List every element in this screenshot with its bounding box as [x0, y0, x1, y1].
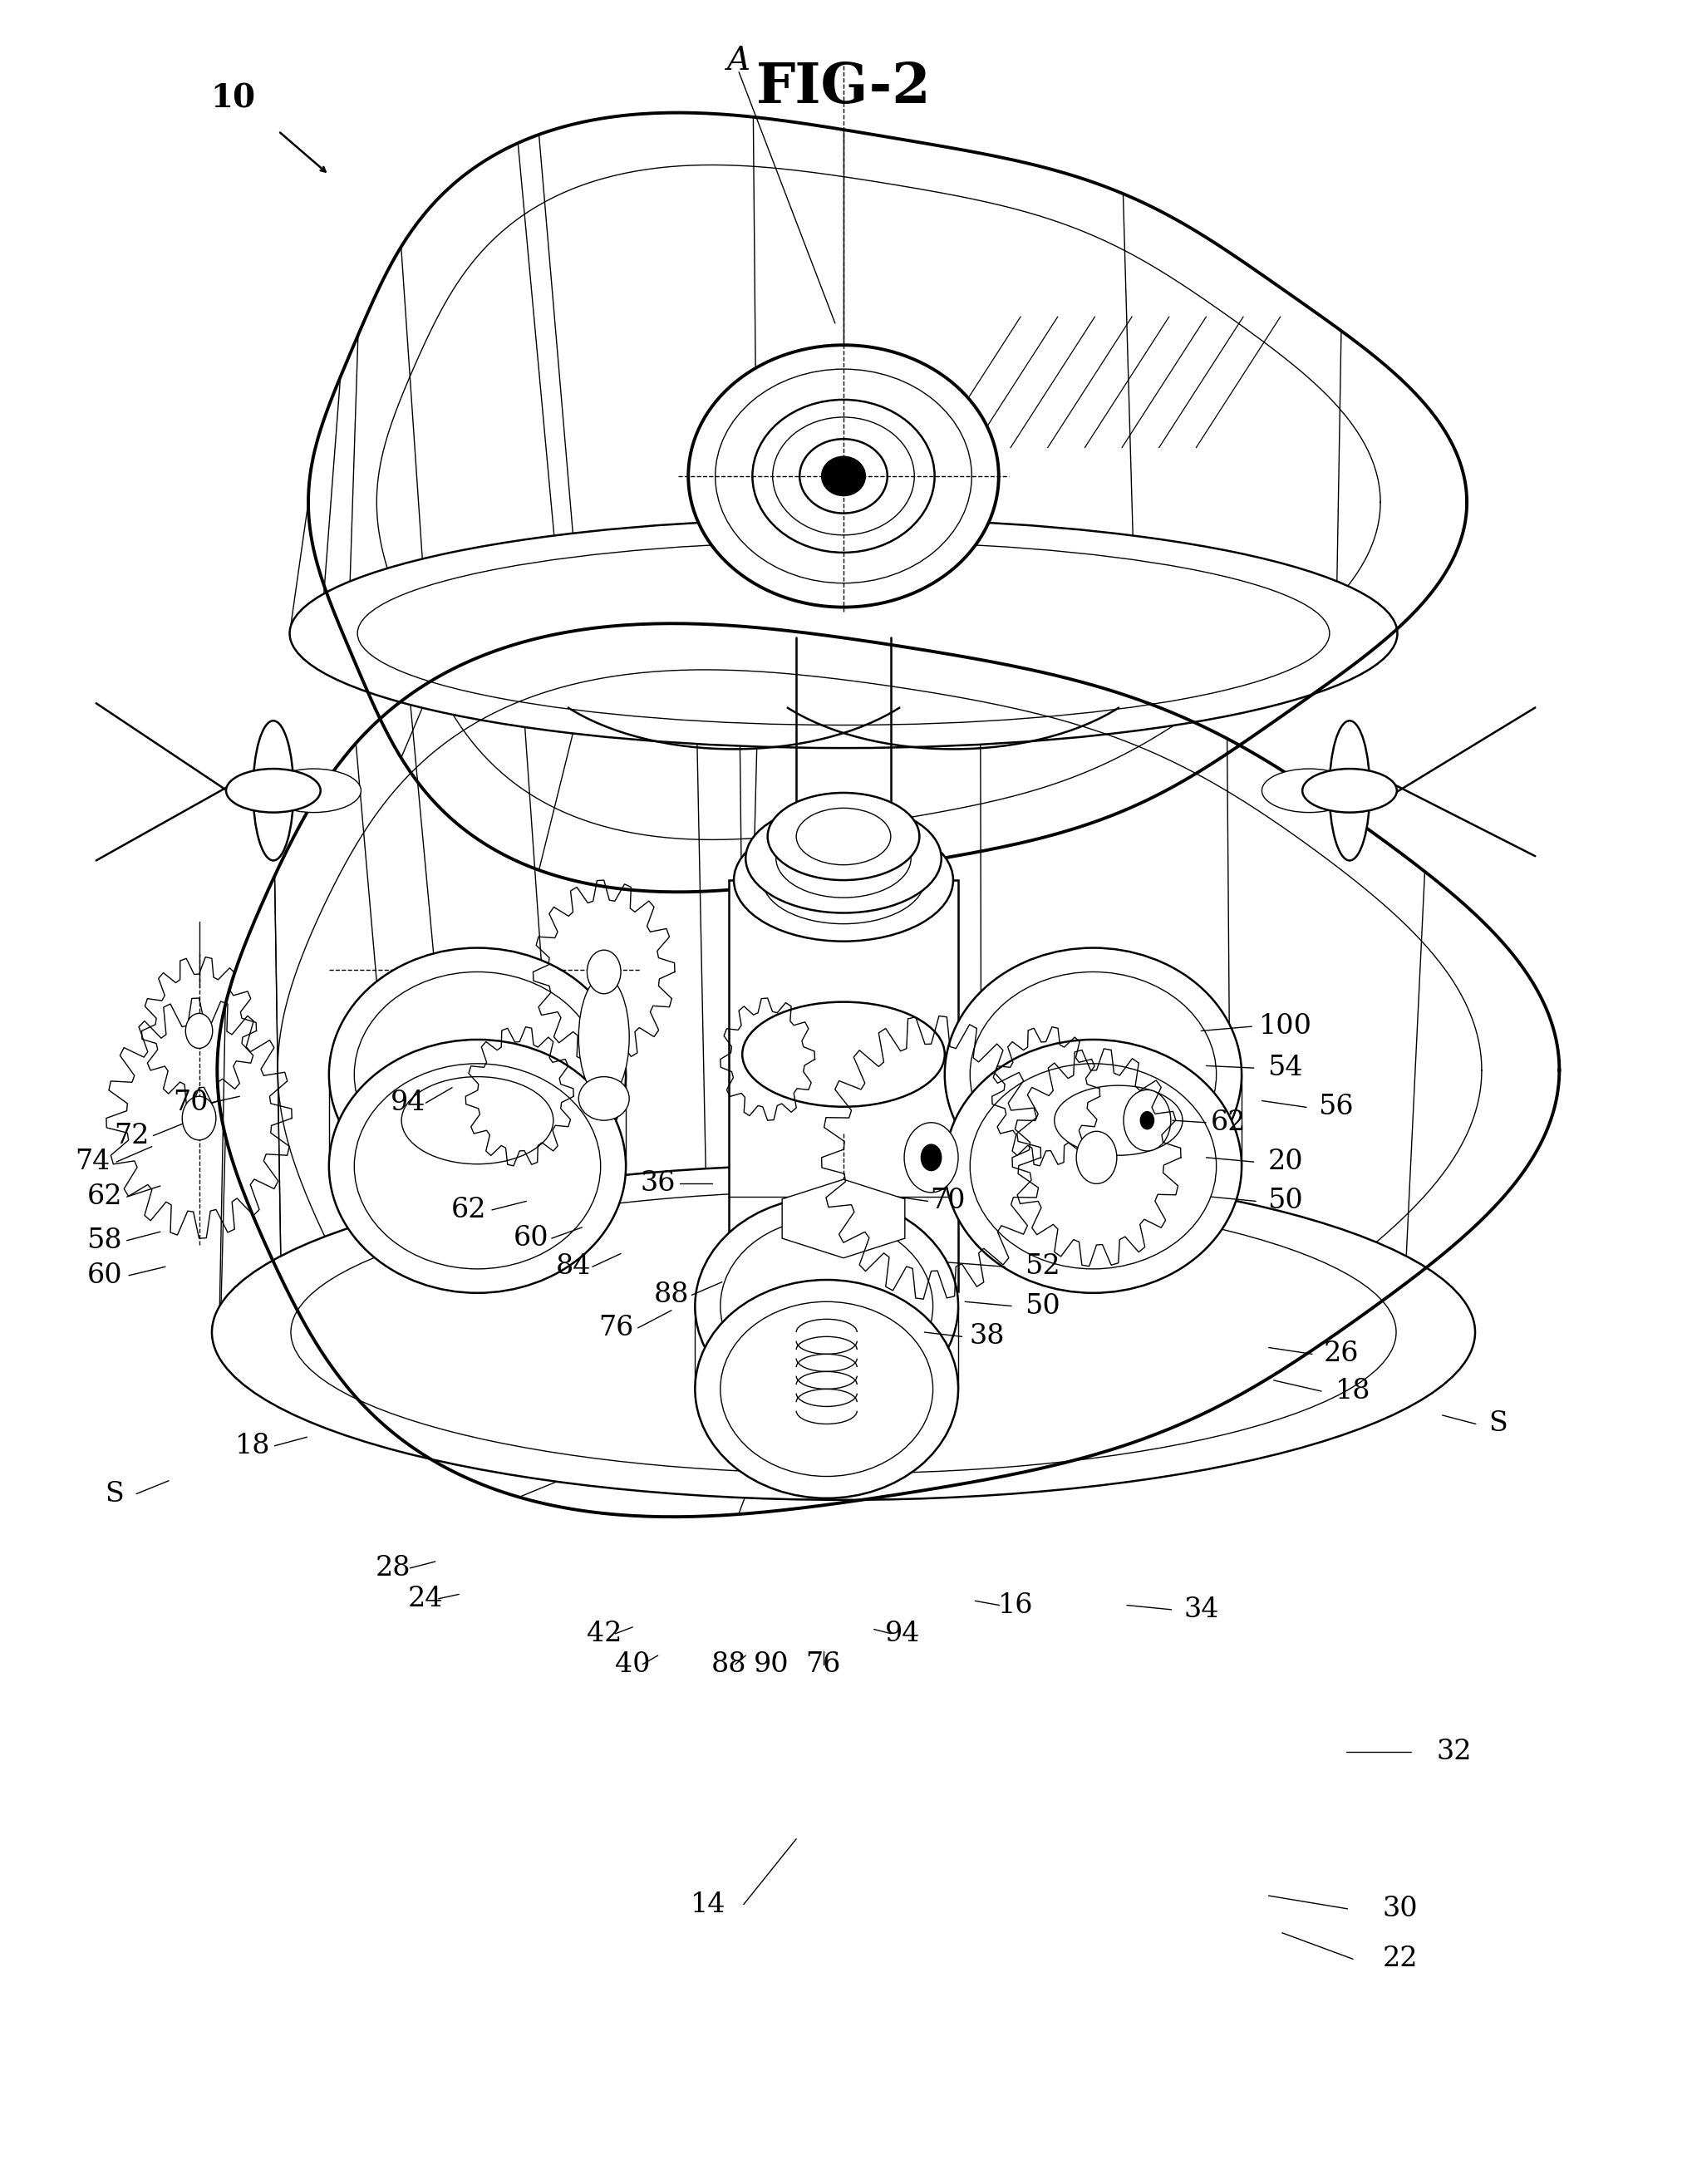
Ellipse shape: [822, 456, 865, 496]
Ellipse shape: [746, 804, 941, 913]
Ellipse shape: [776, 819, 911, 898]
Text: 56: 56: [1319, 1094, 1353, 1120]
Text: 100: 100: [1259, 1013, 1312, 1040]
Ellipse shape: [579, 976, 629, 1099]
Text: 84: 84: [557, 1254, 590, 1280]
Text: 10: 10: [211, 83, 255, 114]
Text: 52: 52: [1026, 1254, 1059, 1280]
Text: 16: 16: [999, 1592, 1032, 1618]
Text: A: A: [727, 46, 751, 76]
Text: 34: 34: [1184, 1597, 1218, 1623]
Text: 30: 30: [1383, 1896, 1417, 1922]
Ellipse shape: [970, 972, 1216, 1177]
Ellipse shape: [773, 417, 914, 535]
Ellipse shape: [1329, 721, 1370, 860]
Ellipse shape: [267, 769, 361, 812]
Text: 74: 74: [76, 1149, 110, 1175]
Ellipse shape: [213, 1164, 1474, 1500]
Text: 72: 72: [115, 1123, 148, 1149]
Ellipse shape: [796, 808, 891, 865]
Ellipse shape: [358, 542, 1329, 725]
Ellipse shape: [945, 948, 1242, 1201]
Ellipse shape: [734, 819, 953, 941]
Polygon shape: [783, 1179, 904, 1258]
Circle shape: [587, 950, 621, 994]
Ellipse shape: [290, 520, 1397, 749]
Text: 18: 18: [236, 1433, 270, 1459]
Circle shape: [1124, 1090, 1171, 1151]
Text: 50: 50: [1024, 1293, 1061, 1319]
Ellipse shape: [354, 1064, 601, 1269]
Ellipse shape: [720, 1219, 933, 1393]
Ellipse shape: [1054, 1085, 1183, 1155]
Text: 88: 88: [712, 1651, 746, 1677]
Ellipse shape: [752, 400, 935, 553]
Text: 90: 90: [754, 1651, 788, 1677]
Text: 62: 62: [452, 1197, 486, 1223]
Text: 70: 70: [931, 1188, 965, 1214]
Text: 76: 76: [599, 1315, 633, 1341]
Text: 50: 50: [1267, 1188, 1304, 1214]
Text: FIG-2: FIG-2: [756, 61, 931, 114]
Text: 18: 18: [1336, 1378, 1370, 1404]
Text: 32: 32: [1437, 1738, 1471, 1765]
Ellipse shape: [945, 1040, 1242, 1293]
Text: 40: 40: [616, 1651, 649, 1677]
Circle shape: [186, 1013, 213, 1048]
Ellipse shape: [970, 1064, 1216, 1269]
Ellipse shape: [290, 1190, 1397, 1474]
Text: 36: 36: [641, 1171, 675, 1197]
Ellipse shape: [329, 1040, 626, 1293]
Ellipse shape: [226, 769, 321, 812]
Text: 24: 24: [408, 1586, 442, 1612]
Text: 28: 28: [376, 1555, 410, 1581]
Text: 20: 20: [1269, 1149, 1302, 1175]
Text: 58: 58: [88, 1227, 121, 1254]
Text: 22: 22: [1383, 1946, 1417, 1972]
Polygon shape: [729, 880, 958, 1293]
Ellipse shape: [1262, 769, 1356, 812]
Ellipse shape: [742, 1002, 945, 1107]
Text: S: S: [105, 1481, 125, 1507]
Ellipse shape: [579, 1077, 629, 1120]
Circle shape: [921, 1144, 941, 1171]
Text: 38: 38: [970, 1324, 1004, 1350]
Ellipse shape: [695, 1197, 958, 1415]
Text: 88: 88: [655, 1282, 688, 1308]
Ellipse shape: [763, 836, 924, 924]
Ellipse shape: [768, 793, 919, 880]
Text: 54: 54: [1269, 1055, 1302, 1081]
Ellipse shape: [354, 972, 601, 1177]
Ellipse shape: [1302, 769, 1397, 812]
Text: 62: 62: [88, 1184, 121, 1210]
Text: 76: 76: [806, 1651, 840, 1677]
Ellipse shape: [253, 721, 294, 860]
Ellipse shape: [688, 345, 999, 607]
Text: 62: 62: [1211, 1109, 1245, 1136]
Ellipse shape: [800, 439, 887, 513]
Ellipse shape: [715, 369, 972, 583]
Text: S: S: [1488, 1411, 1508, 1437]
Ellipse shape: [720, 1302, 933, 1476]
Text: 60: 60: [515, 1225, 548, 1251]
Circle shape: [182, 1096, 216, 1140]
Text: 26: 26: [1324, 1341, 1358, 1367]
Ellipse shape: [329, 948, 626, 1201]
Text: 14: 14: [692, 1891, 725, 1918]
Circle shape: [904, 1123, 958, 1192]
Text: 60: 60: [88, 1262, 121, 1289]
Ellipse shape: [402, 1077, 553, 1164]
Ellipse shape: [695, 1280, 958, 1498]
Text: 42: 42: [587, 1621, 621, 1647]
Text: 94: 94: [391, 1090, 425, 1116]
Circle shape: [1140, 1112, 1154, 1129]
Text: 94: 94: [886, 1621, 919, 1647]
Text: 70: 70: [174, 1090, 208, 1116]
Circle shape: [1076, 1131, 1117, 1184]
